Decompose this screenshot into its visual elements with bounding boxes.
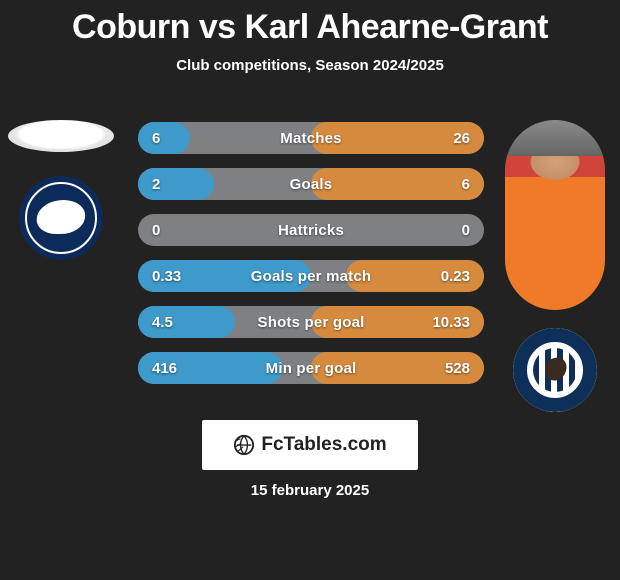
page-subtitle: Club competitions, Season 2024/2025 bbox=[0, 57, 620, 74]
stat-label: Goals per match bbox=[194, 268, 428, 285]
stat-value-player2: 0 bbox=[428, 222, 484, 239]
stat-label: Min per goal bbox=[194, 360, 428, 377]
stat-row: 0Hattricks0 bbox=[138, 214, 484, 246]
stat-value-player1: 2 bbox=[138, 176, 194, 193]
stat-value-player2: 6 bbox=[428, 176, 484, 193]
player1-column bbox=[8, 120, 114, 260]
stat-value-player1: 416 bbox=[138, 360, 194, 377]
stat-value-player2: 26 bbox=[428, 130, 484, 147]
stat-value-player1: 0.33 bbox=[138, 268, 194, 285]
stat-value-player1: 0 bbox=[138, 222, 194, 239]
stat-row: 2Goals6 bbox=[138, 168, 484, 200]
stat-value-player2: 10.33 bbox=[428, 314, 484, 331]
player1-photo bbox=[8, 120, 114, 152]
stats-table: 6Matches262Goals60Hattricks00.33Goals pe… bbox=[138, 122, 484, 384]
stat-value-player1: 4.5 bbox=[138, 314, 194, 331]
player2-column bbox=[500, 120, 610, 412]
stat-row: 6Matches26 bbox=[138, 122, 484, 154]
player2-photo bbox=[505, 120, 605, 310]
page-title: Coburn vs Karl Ahearne-Grant bbox=[0, 0, 620, 47]
player2-club-badge bbox=[513, 328, 597, 412]
stat-label: Hattricks bbox=[194, 222, 428, 239]
stat-row: 4.5Shots per goal10.33 bbox=[138, 306, 484, 338]
stat-value-player2: 0.23 bbox=[428, 268, 484, 285]
brand-icon bbox=[233, 434, 255, 456]
stat-label: Matches bbox=[194, 130, 428, 147]
player1-club-badge bbox=[19, 176, 103, 260]
stat-row: 416Min per goal528 bbox=[138, 352, 484, 384]
brand-bar: FcTables.com bbox=[202, 420, 418, 470]
stat-label: Shots per goal bbox=[194, 314, 428, 331]
stat-label: Goals bbox=[194, 176, 428, 193]
brand-text: FcTables.com bbox=[261, 434, 386, 456]
date-text: 15 february 2025 bbox=[0, 482, 620, 499]
stat-value-player2: 528 bbox=[428, 360, 484, 377]
stat-value-player1: 6 bbox=[138, 130, 194, 147]
stat-row: 0.33Goals per match0.23 bbox=[138, 260, 484, 292]
